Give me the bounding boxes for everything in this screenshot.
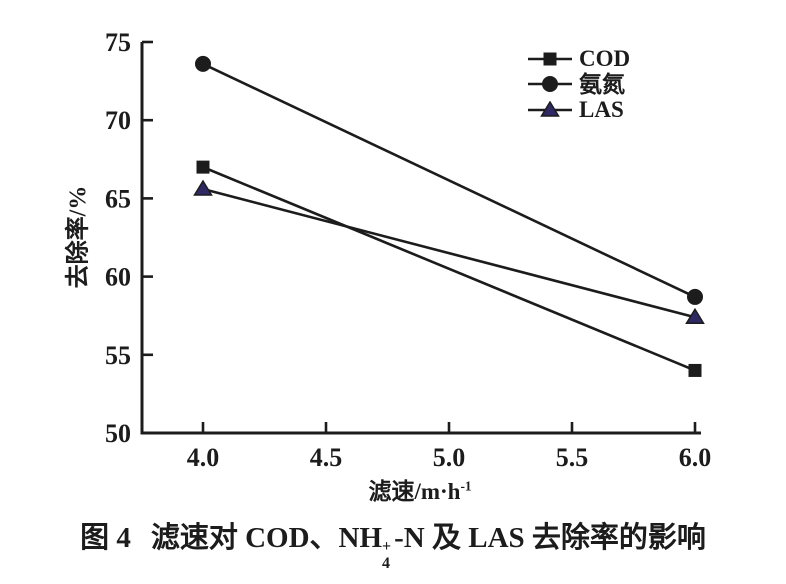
x-axis-label-text: 滤速/m·h	[368, 479, 461, 504]
y-tick-label: 65	[105, 184, 131, 213]
y-axis-label: 去除率/%	[65, 185, 92, 289]
legend-item: 氨氮	[528, 72, 630, 98]
series-line-LAS	[202, 187, 696, 319]
caption-number: 图 4	[80, 522, 131, 554]
y-tick-label: 60	[105, 263, 131, 292]
figure-caption: 图 4 滤速对 COD、NH +4 -N 及 LAS 去除率的影响	[0, 514, 786, 572]
legend-triangle-icon	[528, 100, 572, 117]
marker-circle	[542, 76, 558, 93]
x-tick-label: 5.0	[433, 443, 466, 472]
x-tick-label: 5.5	[556, 443, 589, 472]
series-line-氨氮	[202, 62, 696, 299]
marker-triangle	[540, 100, 560, 117]
y-tick-label: 50	[105, 419, 131, 448]
y-tick-label: 75	[105, 28, 131, 57]
x-tick-label: 4.5	[310, 443, 343, 472]
caption-subscript: 4	[382, 554, 391, 572]
legend-label: LAS	[579, 97, 624, 123]
marker-square	[543, 52, 557, 66]
x-tick-label: 6.0	[679, 443, 712, 472]
legend-item: LAS	[528, 97, 630, 123]
x-axis-label: 滤速/m·h-1	[368, 472, 471, 506]
caption-text-after: -N 及 LAS 去除率的影响	[394, 522, 706, 554]
marker-circle	[195, 55, 211, 72]
caption-nh4-subsup: +4	[382, 539, 391, 572]
marker-triangle	[193, 179, 213, 196]
series-line-COD	[202, 165, 696, 372]
marker-circle	[687, 288, 703, 305]
legend-label: 氨氮	[579, 71, 625, 97]
legend-circle-icon	[528, 76, 572, 93]
legend-label: COD	[579, 46, 631, 72]
legend-item: COD	[528, 46, 630, 72]
marker-square	[688, 363, 702, 377]
legend-square-icon	[528, 52, 572, 66]
x-tick-label: 4.0	[187, 443, 220, 472]
marker-square	[196, 160, 210, 174]
marker-triangle	[685, 307, 705, 325]
legend: COD 氨氮 LAS	[528, 46, 630, 123]
caption-superscript: +	[382, 538, 392, 556]
caption-text-before: 滤速对 COD、NH	[150, 522, 383, 554]
y-tick-label: 70	[105, 106, 131, 135]
x-axis-label-exponent: -1	[460, 478, 472, 494]
y-tick-label: 55	[105, 341, 131, 370]
